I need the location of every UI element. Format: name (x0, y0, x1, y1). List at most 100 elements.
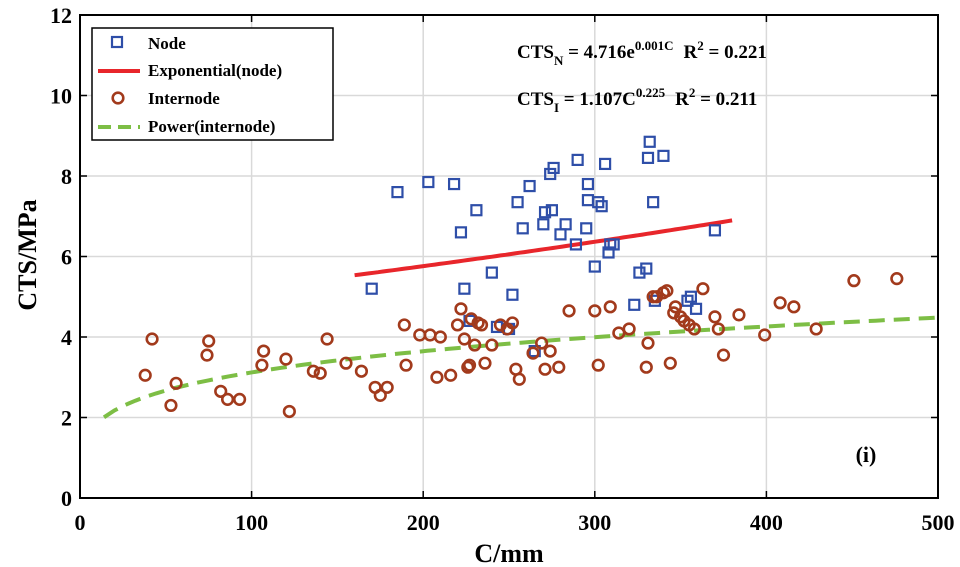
internode-point (255, 358, 269, 372)
internode-point (485, 338, 499, 352)
node-point (689, 302, 703, 315)
node-point (506, 288, 519, 301)
internode-point (145, 332, 159, 346)
node-point (569, 238, 583, 251)
internode-point (535, 336, 549, 350)
internode-point (306, 364, 320, 378)
internode-point (313, 366, 327, 380)
y-tick-label: 10 (50, 84, 72, 109)
internode-point (505, 316, 520, 330)
legend-label-power: Power(internode) (148, 117, 275, 136)
internode-point (716, 348, 731, 362)
node-point (580, 222, 593, 235)
node-point (485, 266, 498, 279)
x-tick-label: 0 (75, 510, 86, 535)
node-point (458, 282, 471, 295)
node-point (581, 194, 595, 207)
legend: Node Exponential(node) Internode Power(i… (91, 27, 334, 141)
equation-internode: CTSI = 1.107C0.225 R2 = 0.211 (517, 85, 757, 115)
internode-point (512, 372, 526, 386)
node-point (516, 222, 529, 235)
internode-point (668, 300, 683, 314)
internode-point (397, 318, 411, 332)
legend-box (91, 27, 334, 141)
node-point (684, 290, 697, 303)
internode-point (433, 330, 447, 344)
internode-point (164, 398, 178, 413)
internode-point (461, 360, 475, 374)
node-point (708, 224, 722, 237)
internode-point (639, 360, 653, 374)
y-tick-label: 4 (61, 325, 72, 350)
internode-point (603, 300, 617, 314)
node-point (628, 298, 641, 311)
internode-point (354, 364, 369, 378)
internode-point (457, 332, 471, 346)
internode-point (220, 392, 235, 406)
x-tick-label: 500 (922, 510, 955, 535)
y-tick-label: 0 (61, 486, 72, 511)
internode-point (687, 322, 701, 336)
node-point (571, 153, 584, 166)
node-point (640, 262, 653, 275)
y-tick-label: 2 (61, 406, 72, 431)
internode-point (641, 336, 655, 350)
node-point (523, 179, 536, 193)
internode-point (538, 362, 552, 376)
legend-marker-node (110, 35, 124, 49)
internode-point (708, 310, 722, 324)
internode-point (214, 384, 228, 398)
internode-point (591, 358, 605, 372)
internode-point (232, 392, 247, 406)
node-point (657, 149, 670, 162)
internode-point (552, 360, 566, 374)
node-point (595, 200, 608, 213)
node-point (511, 196, 524, 209)
internode-point (696, 282, 710, 296)
node-point (537, 218, 550, 231)
internode-point (711, 322, 725, 336)
node-point (422, 175, 435, 189)
node-point (470, 204, 483, 217)
node-point (643, 135, 656, 148)
x-axis-label: C/mm (474, 539, 544, 567)
node-point (463, 314, 476, 327)
internode-point (450, 318, 465, 332)
node-point (545, 204, 559, 217)
y-tick-label: 6 (61, 245, 72, 270)
panel-label: (i) (856, 442, 877, 467)
node-point (641, 151, 655, 164)
fit-lines (102, 218, 939, 419)
node-point (554, 228, 567, 241)
internode-point (138, 368, 152, 382)
node-point (598, 157, 612, 171)
data-points (138, 135, 904, 419)
internode-point (468, 338, 482, 352)
internode-point (430, 370, 444, 384)
internode-point (257, 344, 271, 358)
internode-point (622, 322, 636, 336)
y-tick-label: 12 (50, 3, 72, 28)
internode-point (169, 376, 183, 390)
node-point (528, 344, 541, 358)
node-point (588, 260, 601, 273)
equation-node: CTSN = 4.716e0.001C R2 = 0.221 (517, 38, 767, 68)
internode-point (474, 318, 489, 332)
node-point (391, 186, 404, 199)
internode-point (787, 300, 801, 314)
node-point (454, 226, 468, 239)
internode-point (478, 356, 492, 370)
internode-point (279, 352, 293, 366)
y-axis-label: CTS/MPa (13, 199, 42, 310)
node-point (447, 177, 461, 191)
internode-point (526, 346, 540, 360)
internode-point (588, 304, 602, 318)
legend-marker-internode (111, 91, 125, 105)
internode-point (454, 302, 468, 316)
fit-line-power-internode (102, 315, 939, 419)
axis-ticks: 0 100 200 300 400 500 0 2 4 6 8 10 12 (50, 3, 955, 535)
internode-point (543, 344, 557, 358)
node-point (581, 177, 595, 191)
internode-point (399, 358, 413, 372)
x-tick-label: 100 (235, 510, 268, 535)
